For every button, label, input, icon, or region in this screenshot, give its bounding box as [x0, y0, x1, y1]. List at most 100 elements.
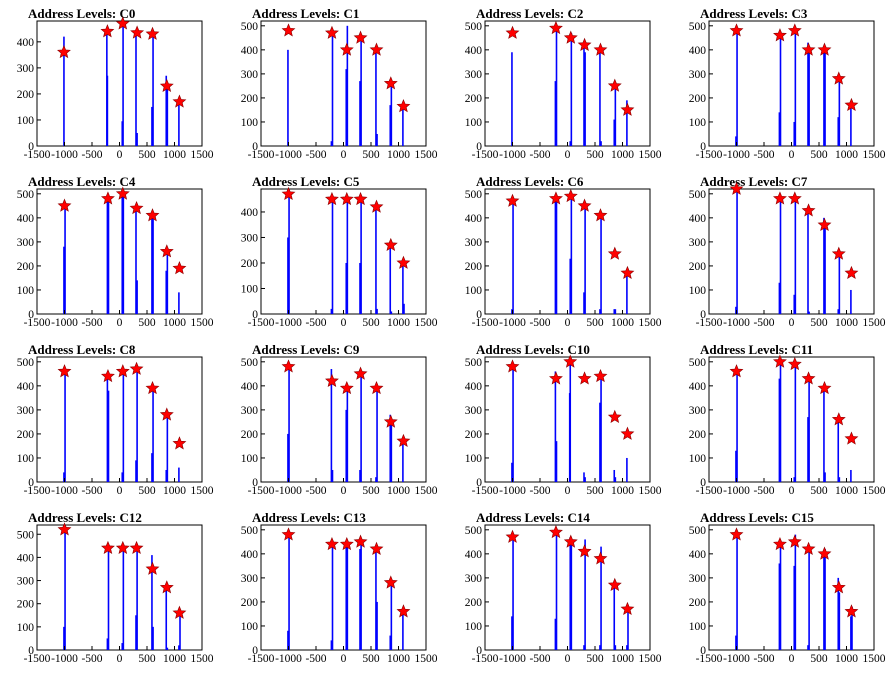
x-tick-label: 0: [341, 485, 347, 497]
y-tick-label: 400: [465, 213, 483, 225]
y-tick-label: 100: [17, 285, 35, 297]
peak-marker: [607, 577, 622, 591]
x-tick-label: -1500: [248, 317, 275, 329]
peak-marker: [773, 354, 787, 368]
y-tick-label: 400: [689, 45, 707, 57]
y-tick-label: 0: [700, 477, 706, 489]
plot-frame: [36, 20, 203, 147]
peak-marker: [281, 186, 296, 200]
y-tick-label: 400: [689, 213, 707, 225]
panel-title: Address Levels: C11: [700, 342, 813, 357]
peak-marker: [396, 255, 411, 269]
y-tick-label: 500: [465, 189, 483, 201]
y-tick-label: 300: [465, 405, 483, 417]
peak-marker: [593, 368, 608, 383]
x-tick-label: -1500: [248, 485, 275, 497]
x-tick-label: -500: [753, 317, 774, 329]
peak-marker: [101, 540, 115, 555]
panel-title: Address Levels: C15: [700, 510, 814, 525]
x-tick-label: -500: [753, 149, 774, 161]
peak-marker: [325, 536, 339, 551]
peak-marker: [369, 199, 384, 213]
y-tick-label: 0: [28, 141, 34, 153]
x-tick-label: -1000: [723, 653, 750, 665]
plot-frame: [484, 356, 651, 483]
x-tick-label: 0: [789, 317, 795, 329]
peak-marker: [505, 529, 520, 543]
y-tick-label: 400: [17, 37, 35, 49]
peak-marker: [577, 371, 592, 385]
x-tick-label: 1000: [387, 653, 410, 665]
chart-panel: Address Levels: C70100200300400500-1500-…: [689, 174, 886, 329]
y-tick-label: 0: [28, 309, 34, 321]
chart-panel: Address Levels: C11 0 100 200 300 400 500 -1500…: [689, 342, 886, 497]
x-tick-label: -1500: [248, 653, 275, 665]
x-tick-label: 1000: [611, 485, 634, 497]
x-tick-label: 500: [138, 653, 156, 665]
x-tick-label: -1000: [51, 485, 78, 497]
y-tick-label: 500: [17, 529, 35, 541]
peak-marker: [101, 368, 115, 383]
y-tick-label: 300: [17, 576, 35, 588]
x-tick-label: 0: [789, 485, 795, 497]
y-tick-label: 300: [241, 232, 259, 244]
panel-title: Address Levels: C4: [28, 174, 136, 189]
x-tick-label: 1500: [415, 149, 438, 161]
x-tick-label: 500: [810, 485, 828, 497]
peak-marker: [353, 191, 368, 206]
peak-marker: [325, 373, 339, 387]
peak-marker: [383, 414, 398, 428]
peak-marker: [115, 16, 130, 30]
x-tick-label: 0: [117, 149, 123, 161]
peak-marker: [369, 42, 384, 56]
y-tick-label: 500: [17, 189, 35, 201]
peak-marker: [145, 26, 160, 40]
peak-marker: [505, 359, 520, 373]
panel-title: Address Levels: C7: [700, 174, 808, 189]
y-tick-label: 0: [476, 477, 482, 489]
peak-marker: [620, 102, 635, 116]
x-tick-label: 1500: [415, 485, 438, 497]
peak-marker: [383, 76, 398, 90]
y-tick-label: 400: [465, 381, 483, 393]
plot-frame: [708, 188, 875, 315]
x-tick-label: -1000: [723, 317, 750, 329]
x-tick-label: -500: [81, 485, 102, 497]
y-tick-label: 200: [17, 599, 35, 611]
peak-marker: [607, 78, 622, 92]
peak-marker: [115, 540, 130, 555]
peak-marker: [396, 99, 411, 113]
x-tick-label: 1000: [835, 317, 858, 329]
peak-marker: [801, 371, 816, 385]
x-tick-label: 0: [117, 485, 123, 497]
y-tick-label: 200: [17, 429, 35, 441]
peak-marker: [339, 536, 354, 551]
x-tick-label: -500: [81, 317, 102, 329]
y-tick-label: 200: [689, 429, 707, 441]
x-tick-label: -1500: [696, 149, 723, 161]
x-tick-label: -500: [305, 485, 326, 497]
chart-panel: Address Levels: C60100200300400500-1500-…: [465, 174, 662, 329]
y-tick-label: 200: [241, 429, 259, 441]
x-tick-label: 500: [138, 485, 156, 497]
y-tick-label: 200: [689, 93, 707, 105]
y-tick-label: 100: [241, 283, 259, 295]
x-tick-label: -500: [305, 149, 326, 161]
peak-marker: [549, 191, 563, 205]
x-tick-label: -1500: [24, 149, 51, 161]
x-tick-label: -500: [305, 317, 326, 329]
x-tick-label: -1500: [248, 149, 275, 161]
peak-marker: [383, 237, 398, 252]
chart-panel: Address Levels: C20100200300400500-1500-…: [465, 6, 662, 161]
peak-marker: [773, 536, 787, 551]
y-tick-label: 200: [17, 261, 35, 273]
y-tick-label: 400: [241, 45, 259, 57]
peak-marker: [787, 534, 802, 548]
plot-frame: [260, 20, 427, 147]
x-tick-label: 0: [789, 149, 795, 161]
y-tick-label: 500: [689, 357, 707, 369]
x-tick-label: -1500: [24, 653, 51, 665]
x-tick-label: 1500: [415, 653, 438, 665]
x-tick-label: -1000: [275, 317, 302, 329]
y-tick-label: 0: [28, 477, 34, 489]
